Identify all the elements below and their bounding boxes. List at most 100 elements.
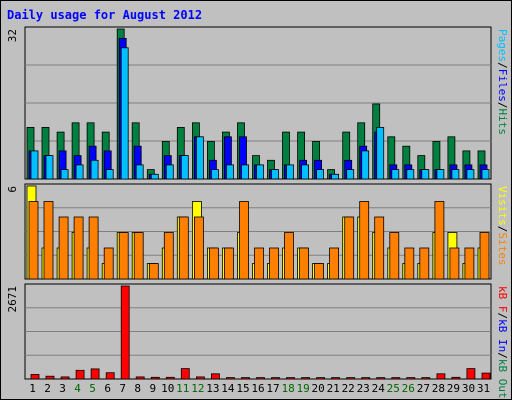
bar-kb-f-day-18 <box>286 377 295 380</box>
bar-pages-day-27 <box>421 169 430 180</box>
bar-kb-f-day-9 <box>150 376 160 380</box>
legend-entry: Sites <box>496 232 509 265</box>
chart-title: Daily usage for August 2012 <box>7 8 202 22</box>
bar-kb-f-day-20 <box>316 377 326 380</box>
bar-kb-f-day-30 <box>466 368 476 380</box>
bar-sites-day-22 <box>344 216 355 280</box>
bar-sites-day-21 <box>329 247 340 280</box>
legend-entry: kB In <box>496 319 509 352</box>
bar-sites-day-18 <box>284 232 294 280</box>
bar-sites-day-31 <box>479 232 490 280</box>
bar-pages-day-13 <box>210 169 219 180</box>
bar-pages-day-4 <box>75 164 84 180</box>
bar-sites-day-25 <box>389 232 400 280</box>
bar-kb-f-day-24 <box>376 377 386 380</box>
x-tick-label: 23 <box>357 382 370 395</box>
x-tick-label: 6 <box>104 382 111 395</box>
bar-kb-f-day-15 <box>241 377 250 380</box>
bar-pages-day-30 <box>466 169 475 180</box>
bar-sites-day-29 <box>449 247 460 280</box>
bar-kb-f-day-19 <box>301 377 311 380</box>
bar-kb-f-day-10 <box>165 376 175 380</box>
y-max-label: 6 <box>6 186 19 193</box>
bar-sites-day-1 <box>28 201 39 280</box>
bar-sites-day-26 <box>404 247 415 280</box>
bar-pages-day-23 <box>361 150 370 180</box>
legend-kbytes: kB F/kB In/kB Out <box>496 286 509 399</box>
bar-pages-day-6 <box>105 169 114 180</box>
bar-kb-f-day-12 <box>195 376 205 380</box>
bar-pages-day-31 <box>481 169 490 180</box>
bar-pages-day-17 <box>271 169 279 180</box>
bar-kb-f-day-4 <box>75 369 85 380</box>
bar-kb-f-day-8 <box>135 376 145 380</box>
bar-pages-day-7 <box>120 47 129 180</box>
bar-kb-f-day-13 <box>210 373 220 380</box>
bar-kb-f-day-27 <box>421 377 431 380</box>
bar-sites-day-12 <box>193 216 204 280</box>
bar-sites-day-23 <box>359 201 370 280</box>
bar-pages-day-28 <box>436 169 445 180</box>
legend-entry: kB Out <box>496 359 509 399</box>
x-tick-label: 26 <box>402 382 415 395</box>
x-tick-label: 22 <box>342 382 355 395</box>
bar-sites-day-3 <box>58 216 69 280</box>
bar-kb-f-day-23 <box>361 377 371 380</box>
bar-pages-day-24 <box>376 127 385 180</box>
bar-pages-day-3 <box>60 169 69 180</box>
legend-entry: Pages <box>496 29 509 62</box>
bar-pages-day-20 <box>316 169 325 180</box>
bar-sites-day-15 <box>239 201 249 280</box>
bar-kb-f-day-21 <box>331 377 341 380</box>
bar-kb-f-day-5 <box>90 368 100 380</box>
bar-kb-f-day-28 <box>436 373 446 380</box>
bar-sites-day-19 <box>299 247 310 280</box>
bar-sites-day-20 <box>314 263 325 280</box>
bar-sites-day-10 <box>163 232 174 280</box>
bar-pages-day-8 <box>135 164 144 180</box>
bar-pages-day-22 <box>346 169 355 180</box>
x-tick-label: 11 <box>176 382 189 395</box>
bar-kb-f-day-6 <box>105 372 115 380</box>
bar-kb-f-day-25 <box>391 377 401 380</box>
bar-pages-day-12 <box>195 136 204 180</box>
bar-pages-day-2 <box>45 155 54 180</box>
bar-sites-day-2 <box>43 201 54 280</box>
x-tick-label: 15 <box>236 382 249 395</box>
legend-entry: Hits <box>496 109 509 136</box>
legend-hits_files_pages: Pages/Files/Hits <box>496 29 509 135</box>
x-tick-label: 29 <box>447 382 460 395</box>
bar-pages-day-26 <box>406 169 415 180</box>
bar-sites-day-17 <box>269 247 279 280</box>
legend-entry: / <box>496 313 509 320</box>
x-tick-label: 4 <box>74 382 81 395</box>
bar-sites-day-7 <box>118 232 129 280</box>
bar-sites-day-4 <box>73 216 84 280</box>
x-tick-label: 18 <box>281 382 294 395</box>
bar-sites-day-8 <box>133 232 144 280</box>
bar-sites-day-5 <box>88 216 99 280</box>
x-tick-label: 19 <box>296 382 309 395</box>
bar-sites-day-11 <box>178 216 189 280</box>
x-tick-label: 7 <box>119 382 126 395</box>
bar-kb-f-day-31 <box>481 372 491 380</box>
bar-pages-day-25 <box>391 169 400 180</box>
x-tick-label: 1 <box>29 382 36 395</box>
bar-kb-f-day-16 <box>256 377 265 380</box>
y-max-label: 2671 <box>6 286 19 313</box>
bar-sites-day-27 <box>419 247 430 280</box>
bar-sites-day-9 <box>148 263 159 280</box>
bar-pages-day-21 <box>331 173 340 180</box>
x-tick-label: 25 <box>387 382 400 395</box>
x-tick-label: 9 <box>149 382 156 395</box>
y-max-label: 32 <box>6 29 19 42</box>
bar-pages-day-15 <box>241 164 249 180</box>
bar-sites-day-28 <box>434 201 445 280</box>
bar-pages-day-19 <box>301 164 310 180</box>
x-tick-label: 21 <box>327 382 340 395</box>
bar-kb-f-day-3 <box>60 376 70 380</box>
bar-kb-f-day-2 <box>45 375 55 380</box>
bar-kb-f-day-11 <box>180 368 190 380</box>
x-tick-label: 16 <box>251 382 264 395</box>
